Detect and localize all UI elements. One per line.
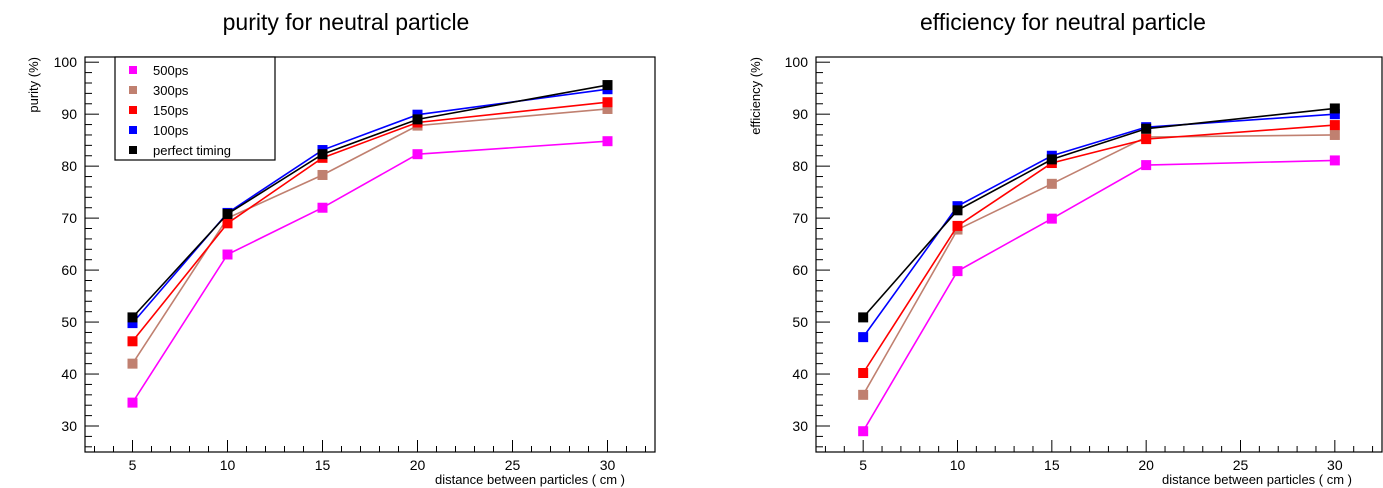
efficiency-data-point bbox=[952, 205, 963, 216]
purity-data-point bbox=[602, 97, 613, 108]
purity-legend-label: 300ps bbox=[153, 83, 189, 98]
purity-y-tick-label: 90 bbox=[61, 106, 77, 122]
purity-legend-marker bbox=[129, 86, 137, 94]
purity-data-point bbox=[317, 169, 328, 180]
efficiency-data-point bbox=[1329, 155, 1340, 166]
efficiency-series-line bbox=[862, 159, 1335, 432]
purity-y-tick-label: 30 bbox=[61, 418, 77, 434]
purity-legend-marker bbox=[129, 146, 137, 154]
purity-data-point bbox=[602, 136, 613, 147]
purity-chart: purity for neutral particle 30 40 50 60 70 80 9… bbox=[26, 9, 656, 487]
efficiency-x-tick-label: 5 bbox=[859, 457, 867, 473]
purity-chart-title: purity for neutral particle bbox=[223, 9, 470, 35]
efficiency-data-point bbox=[1329, 109, 1340, 120]
purity-y-tick-label: 60 bbox=[61, 262, 77, 278]
efficiency-chart: efficiency for neutral particle 30 40 50 60 7… bbox=[692, 0, 1383, 488]
purity-data-point bbox=[317, 149, 328, 160]
efficiency-y-tick-label: 70 bbox=[792, 210, 808, 226]
purity-y-tick-label: 80 bbox=[61, 158, 77, 174]
efficiency-y-tick-label: 40 bbox=[792, 366, 808, 382]
efficiency-y-tick-label: 90 bbox=[792, 106, 808, 122]
efficiency-data-point bbox=[1141, 134, 1152, 145]
efficiency-y-tick-label: 80 bbox=[792, 158, 808, 174]
purity-x-tick-label: 30 bbox=[600, 457, 616, 473]
efficiency-series-line bbox=[862, 107, 1335, 318]
purity-data-point bbox=[127, 318, 138, 329]
efficiency-data-point bbox=[858, 312, 869, 323]
purity-legend-label: 500ps bbox=[153, 63, 189, 78]
efficiency-x-tick-label: 20 bbox=[1138, 457, 1154, 473]
efficiency-x-tick-label: 30 bbox=[1327, 457, 1343, 473]
purity-data-point bbox=[127, 358, 138, 369]
efficiency-y-axis-label: efficiency (%) bbox=[748, 57, 763, 135]
purity-data-point bbox=[412, 114, 423, 125]
efficiency-data-point bbox=[1046, 213, 1057, 224]
purity-data-point bbox=[127, 312, 138, 323]
purity-y-tick-label: 70 bbox=[61, 210, 77, 226]
efficiency-series-line bbox=[862, 113, 1335, 338]
purity-x-axis-label: distance between particles ( cm ) bbox=[435, 472, 625, 487]
efficiency-y-tick-label: 50 bbox=[792, 314, 808, 330]
efficiency-data-point bbox=[952, 266, 963, 277]
efficiency-chart-title: efficiency for neutral particle bbox=[920, 9, 1206, 35]
efficiency-data-point bbox=[1046, 154, 1057, 165]
efficiency-data-point bbox=[952, 220, 963, 231]
efficiency-series-line bbox=[862, 134, 1335, 396]
purity-x-tick-label: 10 bbox=[220, 457, 236, 473]
purity-x-tick-label: 25 bbox=[505, 457, 521, 473]
purity-plot-frame bbox=[84, 56, 656, 453]
efficiency-x-tick-label: 10 bbox=[950, 457, 966, 473]
purity-x-tick-label: 5 bbox=[129, 457, 137, 473]
purity-series-line bbox=[131, 140, 608, 404]
purity-legend-label: perfect timing bbox=[153, 143, 231, 158]
efficiency-x-tick-label: 15 bbox=[1044, 457, 1060, 473]
purity-data-point bbox=[222, 249, 233, 260]
efficiency-x-tick-label: 25 bbox=[1233, 457, 1249, 473]
efficiency-data-point bbox=[858, 332, 869, 343]
efficiency-data-point bbox=[858, 389, 869, 400]
purity-data-point bbox=[127, 336, 138, 347]
purity-legend-marker bbox=[129, 66, 137, 74]
efficiency-data-point bbox=[1329, 120, 1340, 131]
purity-legend-label: 150ps bbox=[153, 103, 189, 118]
purity-data-point bbox=[412, 149, 423, 160]
purity-legend-label: 100ps bbox=[153, 123, 189, 138]
efficiency-data-point bbox=[1141, 160, 1152, 171]
purity-y-tick-label: 50 bbox=[61, 314, 77, 330]
purity-y-tick-label: 100 bbox=[54, 54, 78, 70]
purity-data-point bbox=[602, 103, 613, 114]
efficiency-data-point bbox=[858, 368, 869, 378]
purity-legend-marker bbox=[129, 106, 137, 114]
efficiency-data-point bbox=[1141, 123, 1152, 134]
efficiency-y-tick-label: 30 bbox=[792, 418, 808, 434]
purity-y-axis-label: purity (%) bbox=[26, 57, 41, 113]
purity-data-point bbox=[127, 397, 138, 408]
efficiency-data-point bbox=[1046, 178, 1057, 189]
efficiency-y-tick-label: 60 bbox=[792, 262, 808, 278]
purity-x-tick-label: 15 bbox=[315, 457, 331, 473]
purity-chart-svg: purity for neutral particle 30 40 50 60 70 80 9… bbox=[26, 9, 656, 487]
purity-legend-box bbox=[114, 56, 276, 161]
efficiency-data-point bbox=[1329, 103, 1340, 114]
efficiency-chart-svg: efficiency for neutral particle 30 40 50 60 7… bbox=[748, 9, 1383, 487]
efficiency-y-tick-label: 100 bbox=[785, 54, 809, 70]
efficiency-data-point bbox=[1329, 129, 1340, 140]
purity-x-tick-label: 20 bbox=[410, 457, 426, 473]
efficiency-plot-frame bbox=[815, 56, 1383, 453]
purity-legend-marker bbox=[129, 126, 137, 134]
purity-data-point bbox=[602, 80, 613, 91]
purity-y-tick-label: 40 bbox=[61, 366, 77, 382]
efficiency-x-axis-label: distance between particles ( cm ) bbox=[1162, 472, 1352, 487]
purity-data-point bbox=[222, 218, 233, 229]
purity-data-point bbox=[222, 208, 233, 219]
efficiency-data-point bbox=[858, 426, 869, 437]
purity-data-point bbox=[317, 202, 328, 213]
